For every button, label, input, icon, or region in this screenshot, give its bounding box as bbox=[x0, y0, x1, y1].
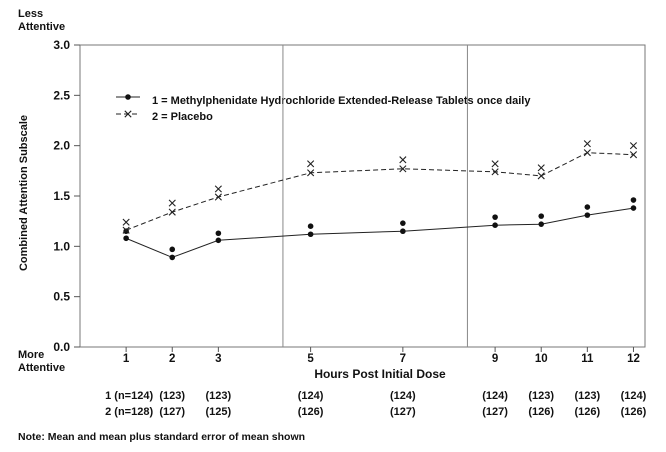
legend-series1-marker bbox=[125, 94, 131, 100]
series-2-mean-point bbox=[537, 172, 545, 180]
x-tick-label: 3 bbox=[215, 353, 221, 365]
series-1-mean-point bbox=[400, 228, 406, 235]
series-1-se-point bbox=[630, 197, 637, 203]
series-2-mean-point bbox=[491, 168, 499, 176]
x-axis-label: Hours Post Initial Dose bbox=[314, 367, 446, 381]
sample-size-label: (123) bbox=[206, 390, 232, 402]
series-2-se-point bbox=[214, 185, 222, 193]
x-tick-label: 7 bbox=[400, 353, 406, 365]
sample-size-label: (123) bbox=[575, 390, 601, 402]
plot-frame bbox=[79, 44, 646, 348]
series-1-mean-point bbox=[215, 237, 222, 244]
series-2-mean-point bbox=[122, 226, 130, 234]
sample-size-label: (126) bbox=[528, 406, 554, 418]
series-2-se-point bbox=[307, 160, 315, 168]
sample-size-label: (124) bbox=[482, 390, 508, 402]
sample-size-label: 1 (n=124) bbox=[105, 390, 153, 402]
footnote: Note: Mean and mean plus standard error … bbox=[18, 431, 305, 443]
series-1-mean-point bbox=[584, 212, 591, 218]
series-1-mean-point bbox=[492, 222, 498, 228]
x-tick-label: 11 bbox=[581, 353, 594, 365]
y-axis-label: Combined Attention Subscale bbox=[18, 115, 30, 271]
sample-size-label: (124) bbox=[298, 390, 324, 402]
y-tick-label: 0.5 bbox=[53, 290, 70, 304]
x-tick-label: 5 bbox=[307, 353, 314, 365]
y-bottom-label-line2: Attentive bbox=[18, 362, 65, 374]
y-bottom-label-line1: More bbox=[18, 349, 44, 361]
y-tick-label: 3.0 bbox=[53, 38, 70, 52]
series-1-mean-point bbox=[123, 235, 129, 242]
series-2-se-point bbox=[491, 160, 499, 168]
sample-size-label: (126) bbox=[298, 406, 324, 418]
x-tick-label: 2 bbox=[169, 353, 175, 365]
x-tick-label: 10 bbox=[535, 353, 548, 365]
series-2-mean-point bbox=[214, 193, 222, 201]
series-2-se-point bbox=[399, 156, 407, 164]
sample-size-label: (126) bbox=[575, 406, 601, 418]
series-1-se-point bbox=[307, 223, 314, 229]
y-tick-label: 2.5 bbox=[53, 88, 70, 102]
x-tick-label: 1 bbox=[123, 353, 130, 365]
series-1-se-point bbox=[400, 220, 406, 226]
x-tick-label: 12 bbox=[627, 353, 640, 365]
series-1-mean-point bbox=[307, 231, 314, 238]
series-2-mean-point bbox=[629, 151, 638, 159]
series-2-mean-point bbox=[168, 208, 176, 216]
sample-size-label: (126) bbox=[621, 406, 647, 418]
sample-size-label: (124) bbox=[621, 390, 647, 402]
y-tick-label: 1.0 bbox=[53, 239, 70, 253]
series-1-mean-point bbox=[538, 221, 545, 227]
y-top-label-line1: Less bbox=[18, 8, 43, 20]
y-tick-label: 1.5 bbox=[53, 189, 70, 203]
series-2-se-point bbox=[583, 140, 591, 148]
series-1-se-point bbox=[169, 246, 176, 253]
series-2-mean-point bbox=[583, 149, 591, 157]
y-tick-label: 0.0 bbox=[53, 340, 70, 354]
series-2-se-point bbox=[537, 164, 545, 172]
series-1-line bbox=[125, 207, 634, 258]
legend-series2-label: 2 = Placebo bbox=[152, 111, 213, 123]
series-2-se-point bbox=[122, 218, 130, 226]
legend-series1-label: 1 = Methylphenidate Hydrochloride Extend… bbox=[152, 95, 531, 107]
series-2-mean-point bbox=[399, 165, 407, 173]
series-2-se-point bbox=[168, 199, 176, 207]
sample-size-label: (123) bbox=[528, 390, 554, 402]
legend-series2-marker bbox=[124, 110, 132, 118]
series-1-se-point bbox=[538, 213, 545, 219]
series-2-line bbox=[125, 152, 634, 231]
series-1-se-point bbox=[492, 214, 498, 220]
sample-size-label: (123) bbox=[159, 390, 185, 402]
sample-size-label: (125) bbox=[206, 406, 232, 418]
sample-size-label: (124) bbox=[390, 390, 416, 402]
sample-size-label: (127) bbox=[482, 406, 508, 418]
sample-size-label: (127) bbox=[159, 406, 185, 418]
sample-size-label: 2 (n=128) bbox=[105, 406, 153, 418]
series-2-se-point bbox=[629, 142, 638, 150]
series-2-mean-point bbox=[307, 169, 315, 177]
series-1-mean-point bbox=[630, 205, 637, 211]
sample-size-label: (127) bbox=[390, 406, 416, 418]
series-1-se-point bbox=[215, 230, 222, 237]
series-1-mean-point bbox=[169, 254, 176, 261]
series-1-se-point bbox=[584, 204, 591, 210]
x-tick-label: 9 bbox=[492, 353, 498, 365]
y-top-label-line2: Attentive bbox=[18, 21, 65, 33]
y-tick-label: 2.0 bbox=[53, 139, 70, 153]
